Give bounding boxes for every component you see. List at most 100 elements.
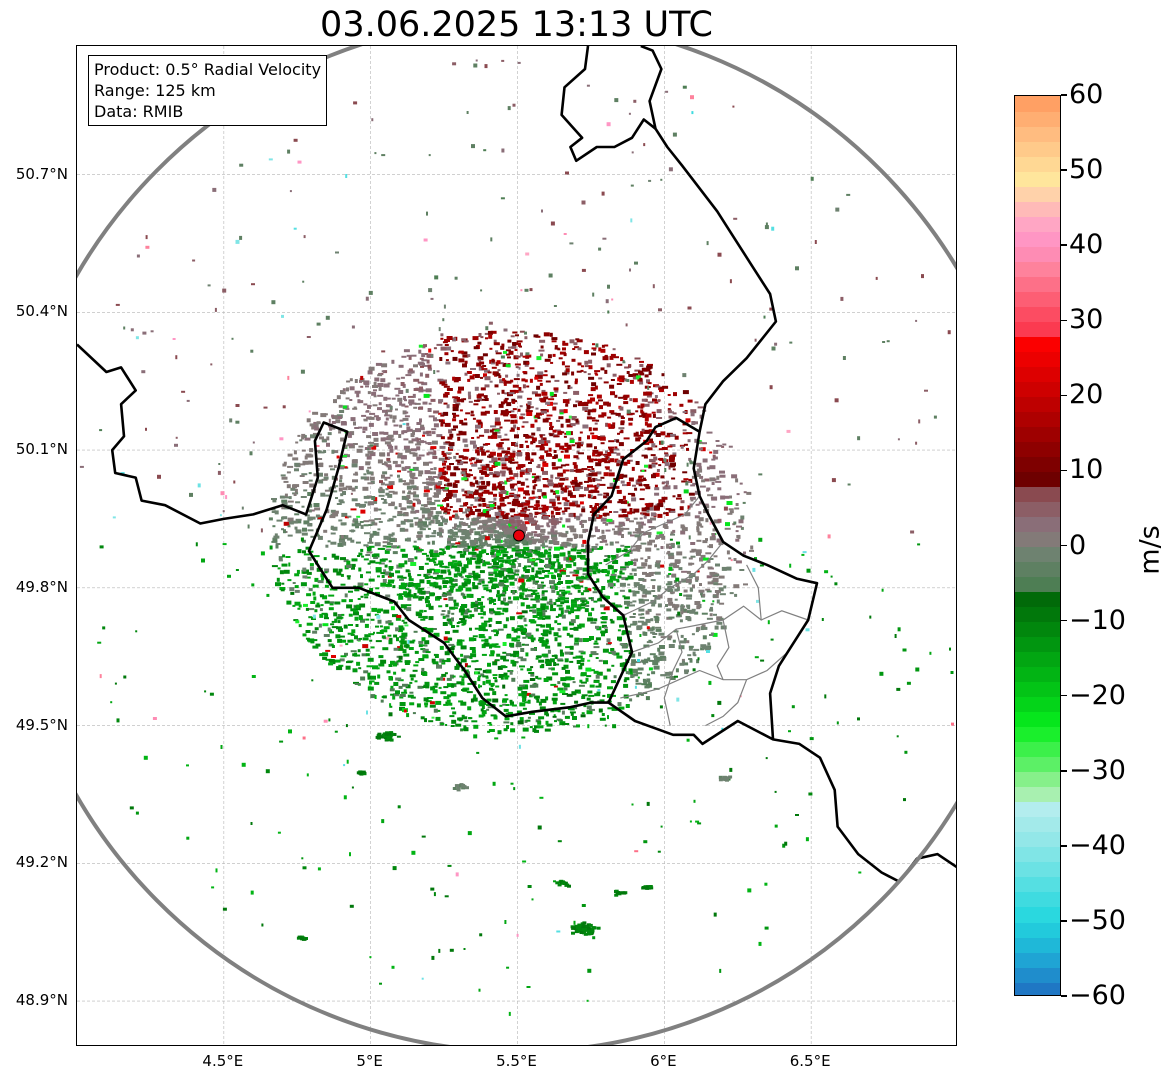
echo-cell: [739, 569, 745, 571]
echo-cell: [452, 404, 459, 408]
echo-cell: [667, 589, 674, 592]
echo-cell: [540, 443, 544, 448]
echo-cell: [538, 507, 545, 510]
echo-cell: [538, 539, 544, 544]
echo-cell: [557, 687, 564, 691]
echo-cell: [536, 592, 540, 595]
echo-cell: [424, 590, 431, 594]
radar-map[interactable]: [77, 46, 957, 1046]
echo-cell: [337, 638, 343, 643]
echo-cell: [563, 568, 567, 571]
echo-cell: [329, 601, 335, 604]
echo-cell: [584, 401, 589, 404]
echo-cell: [268, 517, 273, 521]
echo-cell: [391, 359, 395, 364]
echo-cell: [428, 402, 432, 405]
echo-cell: [666, 574, 670, 578]
echo-cell: [608, 651, 614, 654]
echo-cell: [307, 492, 313, 496]
echo-cell: [558, 613, 563, 617]
echo-cell: [422, 627, 428, 630]
echo-cell: [504, 717, 510, 721]
echo-cell: [397, 511, 403, 514]
echo-cell: [628, 454, 633, 458]
echo-cell: [374, 377, 380, 382]
echo-cell: [527, 401, 532, 406]
echo-cell: [598, 683, 602, 687]
echo-cell: [420, 427, 425, 431]
echo-cell: [504, 392, 508, 395]
echo-cell: [449, 606, 456, 610]
echo-cell: [339, 539, 345, 543]
echo-cell: [701, 479, 706, 483]
echo-cell: [543, 678, 549, 682]
echo-cell: [608, 448, 613, 451]
echo-cell: [366, 635, 371, 638]
echo-cell: [331, 421, 336, 424]
echo-cell: [508, 459, 513, 463]
echo-cell: [548, 630, 552, 635]
echo-cell: [502, 699, 507, 703]
echo-cell: [481, 406, 486, 409]
echo-cell: [281, 476, 288, 480]
echo-cell: [405, 374, 412, 377]
echo-cell: [516, 427, 520, 431]
echo-cell: [294, 585, 299, 589]
echo-cell: [378, 518, 382, 520]
echo-cell: [470, 504, 474, 506]
echo-cell: [633, 590, 640, 594]
echo-cell: [542, 505, 549, 510]
echo-cell: [446, 591, 452, 596]
echo-cell: [664, 452, 669, 455]
echo-cell: [553, 541, 560, 545]
echo-cell: [478, 481, 484, 484]
echo-cell: [607, 582, 614, 587]
echo-cell: [343, 537, 347, 540]
echo-cell: [365, 461, 371, 466]
echo-cell: [294, 526, 298, 530]
echo-cell: [412, 429, 415, 434]
echo-cell: [368, 422, 374, 427]
echo-cell: [414, 650, 419, 654]
echo-cell: [410, 474, 415, 479]
echo-cell: [542, 478, 549, 480]
echo-cell: [529, 712, 535, 715]
echo-cell: [565, 543, 571, 547]
echo-cell: [431, 532, 437, 535]
echo-cell: [531, 531, 537, 534]
echo-cell: [720, 495, 726, 500]
echo-cell: [641, 613, 645, 616]
echo-cell: [367, 541, 374, 544]
echo-cell: [647, 441, 654, 444]
map-panel[interactable]: [76, 45, 957, 1046]
echo-cell: [421, 637, 426, 642]
echo-cell: [523, 574, 530, 579]
echo-cell: [463, 655, 470, 659]
echo-cell: [682, 556, 687, 559]
echo-cell: [489, 472, 494, 475]
echo-cell: [540, 598, 547, 601]
echo-cell: [367, 391, 371, 395]
echo-cell: [580, 681, 587, 684]
echo-cell: [473, 476, 477, 480]
echo-cell: [450, 725, 455, 727]
echo-cell: [599, 436, 606, 441]
echo-cell: [588, 535, 594, 538]
echo-cell: [451, 683, 455, 688]
echo-cell: [444, 672, 448, 675]
echo-cell: [603, 512, 610, 516]
echo-cell: [571, 416, 577, 418]
echo-cell: [433, 450, 437, 455]
echo-cell: [655, 561, 661, 566]
echo-cell: [404, 528, 409, 532]
echo-cell: [566, 723, 570, 725]
echo-cell: [657, 603, 662, 608]
echo-cell: [375, 362, 382, 366]
echo-cell: [331, 553, 336, 558]
echo-cell: [613, 569, 618, 571]
echo-cell: [397, 474, 400, 478]
echo-cell: [282, 554, 286, 558]
echo-cell: [675, 560, 680, 564]
echo-cell: [390, 579, 395, 582]
echo-cell: [557, 458, 562, 462]
